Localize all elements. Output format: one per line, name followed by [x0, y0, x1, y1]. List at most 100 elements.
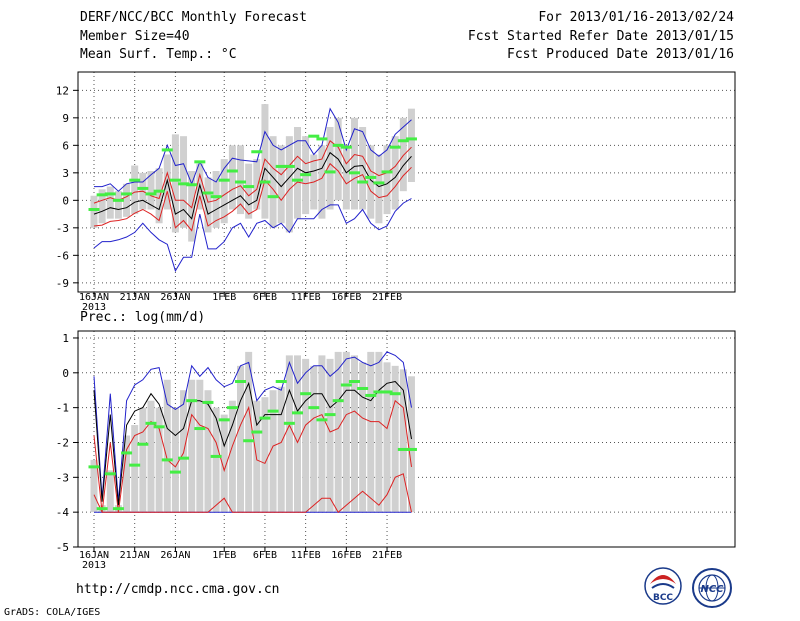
- median-marker: [251, 150, 263, 154]
- plot-frame: [77, 330, 736, 548]
- ensemble-box: [277, 145, 285, 224]
- source-url[interactable]: http://cmdp.ncc.cma.gov.cn: [76, 582, 280, 597]
- ensemble-box: [391, 136, 399, 210]
- bcc-logo-text: BCC: [653, 593, 673, 603]
- outer-band-upper-line: [93, 351, 412, 502]
- median-marker: [243, 439, 255, 443]
- median-marker: [365, 175, 377, 179]
- x-tick-label: 11FEB: [291, 292, 321, 303]
- y-tick-label: 0: [62, 194, 69, 207]
- median-marker: [267, 195, 279, 199]
- ensemble-box: [155, 168, 163, 224]
- middle-band-upper-line: [93, 399, 412, 513]
- ensemble-box: [196, 379, 204, 513]
- plot-frame: [77, 71, 736, 293]
- x-tick-label: 21FEB: [372, 292, 402, 303]
- ensemble-box: [228, 145, 236, 210]
- ensemble-box: [188, 379, 196, 513]
- ensemble-box: [261, 397, 269, 513]
- median-marker: [381, 170, 393, 174]
- median-marker: [202, 400, 214, 404]
- x-tick-label: 16FEB: [331, 550, 361, 561]
- ensemble-box: [318, 145, 326, 219]
- median-marker: [145, 192, 157, 196]
- median-marker: [308, 134, 320, 138]
- fcst-started-date: Fcst Started Refer Date 2013/01/15: [467, 29, 734, 44]
- y-tick-label: -5: [56, 541, 69, 554]
- x-tick-label: 21FEB: [372, 550, 402, 561]
- median-marker: [88, 208, 100, 211]
- median-marker: [275, 380, 287, 384]
- ensemble-box: [171, 134, 179, 233]
- ensemble-box: [114, 191, 122, 219]
- y-tick-label: 9: [62, 112, 69, 125]
- x-tick-label: 11FEB: [291, 550, 321, 561]
- ncc-logo: NCC: [692, 568, 732, 608]
- x-tick-label: 21JAN: [120, 292, 150, 303]
- ensemble-box: [277, 386, 285, 513]
- ensemble-box: [212, 407, 220, 513]
- median-marker: [340, 383, 352, 387]
- ensemble-box: [375, 154, 383, 224]
- median-marker: [121, 451, 133, 455]
- median-marker: [316, 418, 328, 422]
- y-tick-label: 0: [62, 367, 69, 380]
- ensemble-box: [318, 355, 326, 513]
- median-marker: [308, 406, 320, 410]
- y-tick-label: -1: [56, 402, 69, 415]
- median-marker: [300, 173, 312, 177]
- ensemble-box: [342, 145, 350, 210]
- ensemble-box: [334, 351, 342, 513]
- precip-panel-title: Prec.: log(mm/d): [80, 310, 206, 325]
- median-marker: [389, 145, 401, 149]
- ensemble-box: [131, 165, 139, 215]
- member-size-label: Member Size=40: [80, 29, 190, 44]
- x-tick-year-label: 2013: [82, 560, 106, 571]
- median-marker: [267, 409, 279, 413]
- ensemble-mean-line: [93, 151, 412, 220]
- x-tick-label: 16JAN: [79, 292, 109, 303]
- median-marker: [161, 458, 173, 462]
- ensemble-box: [106, 186, 114, 219]
- median-marker: [373, 181, 385, 185]
- median-marker: [332, 143, 344, 147]
- median-marker: [218, 418, 230, 422]
- variable-label: Mean Surf. Temp.: °C: [80, 47, 237, 62]
- ensemble-box: [131, 425, 139, 513]
- ensemble-box: [342, 351, 350, 513]
- ensemble-box: [269, 390, 277, 513]
- median-marker: [88, 465, 100, 469]
- ensemble-box: [245, 351, 253, 513]
- ensemble-box: [228, 400, 236, 513]
- y-tick-label: -6: [56, 249, 69, 262]
- median-marker: [348, 171, 360, 175]
- median-marker: [357, 386, 369, 390]
- median-marker: [324, 413, 336, 417]
- y-tick-label: 1: [62, 332, 69, 345]
- median-marker: [332, 399, 344, 403]
- outer-band-upper-line: [94, 107, 412, 192]
- ensemble-box: [123, 183, 131, 217]
- ensemble-box: [285, 355, 293, 513]
- median-marker: [186, 183, 198, 187]
- ensemble-box: [180, 136, 188, 228]
- ensemble-box: [326, 127, 334, 210]
- ensemble-box: [261, 104, 269, 219]
- y-tick-label: -4: [56, 506, 70, 519]
- median-marker: [121, 192, 133, 196]
- median-marker: [129, 178, 141, 182]
- ensemble-box: [237, 365, 245, 513]
- ensemble-box: [123, 435, 131, 513]
- median-marker: [243, 185, 255, 189]
- ensemble-box: [220, 414, 228, 513]
- median-marker: [357, 180, 369, 184]
- median-marker: [137, 186, 149, 190]
- ensemble-box: [237, 145, 245, 215]
- ensemble-mean-line: [93, 380, 412, 506]
- ensemble-box: [171, 407, 179, 513]
- ensemble-box: [399, 369, 407, 513]
- median-marker: [210, 454, 222, 458]
- median-marker: [235, 180, 247, 184]
